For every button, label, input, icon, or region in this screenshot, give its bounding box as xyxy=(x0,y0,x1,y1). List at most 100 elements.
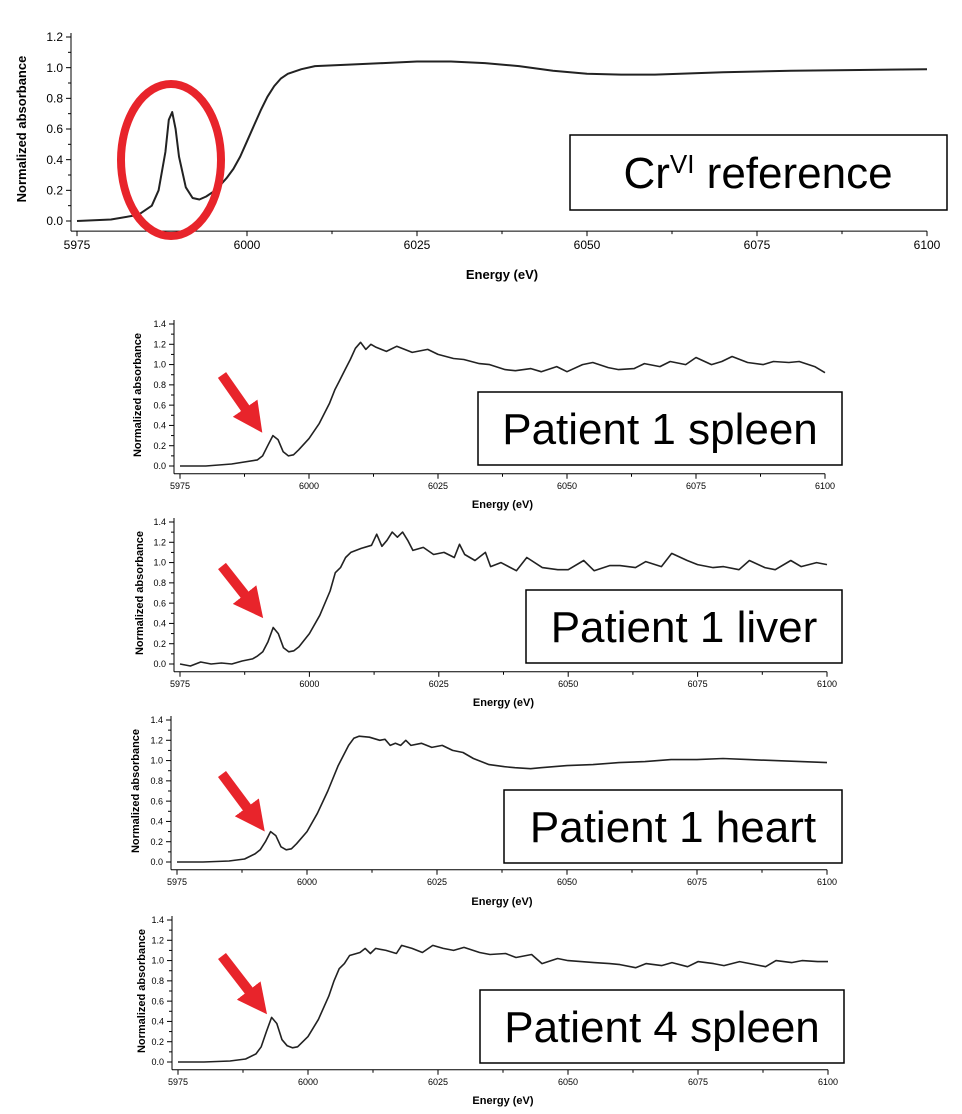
y-tick-label: 1.0 xyxy=(153,360,166,370)
x-axis-title: Energy (eV) xyxy=(471,896,532,908)
y-tick-label: 1.0 xyxy=(151,956,164,966)
y-axis-title: Normalized absorbance xyxy=(134,531,146,655)
x-tick-label: 6075 xyxy=(687,877,707,887)
y-axis-title: Normalized absorbance xyxy=(14,56,29,203)
y-tick-label: 0.8 xyxy=(151,976,164,986)
x-tick-label: 6050 xyxy=(558,679,578,689)
x-axis-title: Energy (eV) xyxy=(472,1095,533,1107)
y-tick-label: 0.0 xyxy=(153,659,166,669)
x-tick-label: 5975 xyxy=(168,1077,188,1087)
x-tick-label: 5975 xyxy=(64,238,91,252)
y-axis-title: Normalized absorbance xyxy=(132,333,144,457)
y-tick-label: 0.0 xyxy=(153,461,166,471)
y-tick-label: 0.0 xyxy=(46,214,63,228)
x-tick-label: 6025 xyxy=(427,877,447,887)
y-tick-label: 1.2 xyxy=(151,935,164,945)
label-text: Patient 1 liver xyxy=(551,603,818,652)
y-tick-label: 0.2 xyxy=(151,1037,164,1047)
x-tick-label: 6050 xyxy=(558,1077,578,1087)
label-box xyxy=(477,391,843,466)
x-tick-label: 6025 xyxy=(404,238,431,252)
x-axis-title: Energy (eV) xyxy=(473,697,534,709)
y-tick-label: 0.6 xyxy=(150,796,163,806)
y-tick-label: 1.2 xyxy=(153,537,166,547)
x-tick-label: 6000 xyxy=(298,1077,318,1087)
series-line xyxy=(76,60,928,222)
x-tick-label: 5975 xyxy=(167,877,187,887)
y-tick-label: 0.4 xyxy=(153,421,166,431)
y-tick-label: 0.6 xyxy=(151,996,164,1006)
x-tick-label: 5975 xyxy=(170,679,190,689)
y-tick-label: 0.2 xyxy=(46,184,63,198)
x-tick-label: 6025 xyxy=(428,1077,448,1087)
chart-panel-4: 5975 6000 6025 6050 6075 6100 0.0 0.2 0.4 0.6 0.8 1… xyxy=(130,715,843,908)
x-axis-title: Energy (eV) xyxy=(466,267,538,282)
series-line xyxy=(180,341,826,467)
y-tick-label: 1.2 xyxy=(153,339,166,349)
y-tick-label: 0.4 xyxy=(151,1017,164,1027)
x-tick-label: 6000 xyxy=(299,679,319,689)
series-line xyxy=(179,531,828,667)
x-axis-title: Energy (eV) xyxy=(472,499,533,511)
x-tick-label: 6000 xyxy=(299,481,319,491)
y-tick-label: 0.6 xyxy=(153,400,166,410)
y-tick-label: 1.0 xyxy=(150,756,163,766)
chart-panel-2: 5975 6000 6025 6050 6075 6100 0.0 0.2 0.4 0.6 0.8 1… xyxy=(132,319,843,511)
x-tick-label: 5975 xyxy=(170,481,190,491)
y-tick-label: 0.4 xyxy=(153,619,166,629)
y-tick-label: 1.4 xyxy=(153,517,166,527)
x-tick-label: 6075 xyxy=(688,679,708,689)
highlight-circle xyxy=(117,80,225,240)
x-tick-label: 6050 xyxy=(557,877,577,887)
y-tick-label: 1.4 xyxy=(151,915,164,925)
highlight-arrow xyxy=(217,771,265,832)
y-tick-label: 0.0 xyxy=(151,1057,164,1067)
y-tick-label: 0.4 xyxy=(46,153,63,167)
chart-panel-1: 5975 6000 6025 6050 6075 6100 0.0 0.2 0.4 0.6 0.8 1… xyxy=(14,30,948,282)
y-tick-label: 0.4 xyxy=(150,817,163,827)
label-box xyxy=(525,589,843,664)
highlight-arrow xyxy=(217,372,263,433)
y-tick-label: 0.8 xyxy=(153,578,166,588)
y-tick-label: 0.2 xyxy=(150,837,163,847)
x-tick-label: 6100 xyxy=(914,238,941,252)
y-tick-label: 0.6 xyxy=(46,122,63,136)
x-tick-label: 6075 xyxy=(688,1077,708,1087)
y-tick-label: 0.2 xyxy=(153,441,166,451)
y-tick-label: 1.2 xyxy=(46,30,63,44)
highlight-arrow xyxy=(218,562,264,619)
x-tick-label: 6000 xyxy=(234,238,261,252)
y-tick-label: 1.0 xyxy=(46,61,63,75)
series-line xyxy=(178,944,828,1063)
x-tick-label: 6050 xyxy=(574,238,601,252)
y-tick-label: 1.4 xyxy=(153,319,166,329)
x-tick-label: 6075 xyxy=(744,238,771,252)
y-tick-label: 1.4 xyxy=(150,715,163,725)
chart-panel-3: 5975 6000 6025 6050 6075 6100 0.0 0.2 0.4 0.6 0.8 1… xyxy=(134,517,843,709)
y-tick-label: 1.0 xyxy=(153,558,166,568)
x-tick-label: 6025 xyxy=(429,679,449,689)
y-tick-label: 0.8 xyxy=(153,380,166,390)
label-text: Patient 4 spleen xyxy=(504,1003,820,1052)
x-tick-label: 6100 xyxy=(818,1077,838,1087)
label-box xyxy=(569,134,948,211)
x-tick-label: 6100 xyxy=(817,877,837,887)
x-tick-label: 6000 xyxy=(297,877,317,887)
x-tick-label: 6050 xyxy=(557,481,577,491)
y-tick-label: 0.8 xyxy=(46,92,63,106)
y-axis-title: Normalized absorbance xyxy=(130,729,142,853)
series-line xyxy=(177,735,828,863)
x-tick-label: 6100 xyxy=(817,679,837,689)
y-axis-title: Normalized absorbance xyxy=(136,929,148,1053)
label-text: Patient 1 heart xyxy=(530,803,816,852)
label-text: CrVI reference xyxy=(623,149,892,198)
x-tick-label: 6025 xyxy=(428,481,448,491)
y-tick-label: 0.6 xyxy=(153,598,166,608)
x-tick-label: 6075 xyxy=(686,481,706,491)
label-text: Patient 1 spleen xyxy=(502,405,818,454)
x-tick-label: 6100 xyxy=(815,481,835,491)
label-box xyxy=(479,989,845,1064)
y-tick-label: 0.8 xyxy=(150,776,163,786)
highlight-arrow xyxy=(218,952,268,1015)
